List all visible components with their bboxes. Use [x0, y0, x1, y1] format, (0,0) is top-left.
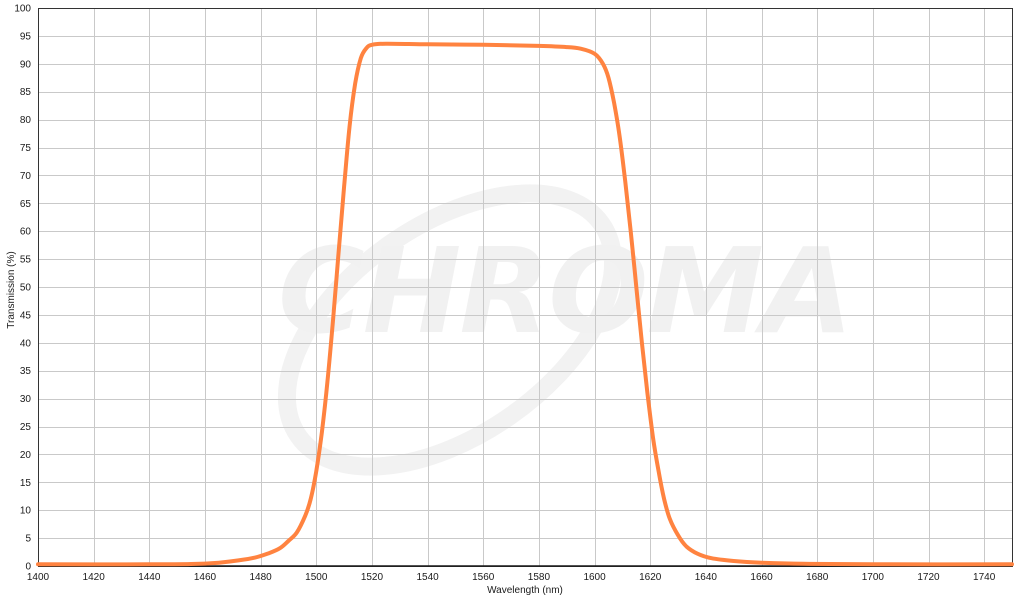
x-tick-label: 1620 [639, 572, 662, 583]
x-tick-label: 1500 [305, 572, 328, 583]
y-tick-label: 60 [20, 227, 32, 238]
x-tick-label: 1540 [416, 572, 439, 583]
y-tick-label: 45 [20, 310, 32, 321]
y-tick-label: 15 [20, 478, 32, 489]
x-tick-label: 1600 [583, 572, 606, 583]
y-tick-label: 65 [20, 199, 32, 210]
watermark-text: CHROMA [278, 222, 851, 360]
y-tick-label: 30 [20, 394, 32, 405]
chroma-watermark-logo: CHROMA [277, 184, 853, 476]
y-tick-label: 100 [14, 4, 31, 15]
x-tick-label: 1660 [750, 572, 773, 583]
y-tick-label: 40 [20, 338, 32, 349]
x-tick-label: 1740 [973, 572, 996, 583]
y-axis-title: Transmission (%) [6, 251, 17, 328]
series-layer [36, 41, 1014, 567]
y-tick-label: 70 [20, 171, 32, 182]
transmission-curve [36, 41, 1014, 567]
x-tick-label: 1520 [361, 572, 384, 583]
x-tick-label: 1560 [472, 572, 495, 583]
y-axis: 0 5 10 15 20 25 30 35 40 45 50 55 60 65 70 75 80 85 90 95 10… [14, 4, 31, 573]
x-tick-label: 1460 [194, 572, 217, 583]
y-tick-label: 90 [20, 59, 32, 70]
y-tick-label: 5 [25, 534, 31, 545]
y-tick-label: 0 [25, 562, 31, 573]
y-tick-label: 80 [20, 115, 32, 126]
x-tick-label: 1680 [806, 572, 829, 583]
y-tick-label: 20 [20, 450, 32, 461]
y-tick-label: 95 [20, 31, 32, 42]
y-tick-label: 50 [20, 283, 32, 294]
y-tick-label: 25 [20, 422, 32, 433]
y-tick-label: 35 [20, 366, 32, 377]
x-tick-label: 1440 [138, 572, 161, 583]
x-tick-label: 1420 [83, 572, 106, 583]
y-tick-label: 85 [20, 87, 32, 98]
x-tick-label: 1480 [250, 572, 273, 583]
x-tick-label: 1580 [528, 572, 551, 583]
x-tick-label: 1720 [917, 572, 940, 583]
x-tick-label: 1640 [695, 572, 718, 583]
grid [38, 8, 1012, 566]
x-tick-label: 1400 [27, 572, 50, 583]
x-axis-title: Wavelength (nm) [487, 585, 563, 596]
x-tick-label: 1700 [862, 572, 885, 583]
x-axis: 1400 1420 1440 1460 1480 1500 1520 1540 1560 1580… [27, 572, 996, 583]
y-tick-label: 55 [20, 255, 32, 266]
y-tick-label: 75 [20, 143, 32, 154]
y-tick-label: 10 [20, 506, 32, 517]
